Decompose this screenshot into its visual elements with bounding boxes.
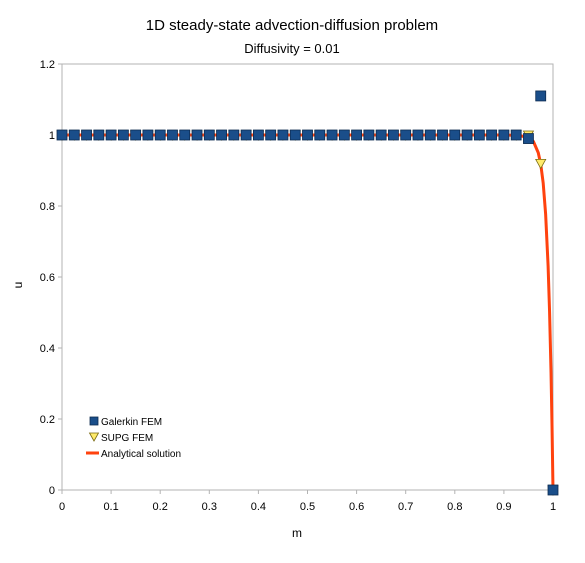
- galerkin-point: [351, 129, 363, 141]
- x-tick-label: 0.2: [153, 501, 168, 513]
- galerkin-point: [130, 129, 142, 141]
- series-layer: [56, 90, 559, 496]
- galerkin-point: [461, 129, 473, 141]
- galerkin-point: [473, 129, 485, 141]
- galerkin-point: [547, 484, 559, 496]
- galerkin-point: [437, 129, 448, 141]
- y-tick-label: 1.2: [40, 59, 55, 71]
- galerkin-point: [240, 129, 252, 141]
- x-tick-label: 0.4: [251, 501, 266, 513]
- galerkin-point: [388, 129, 399, 141]
- galerkin-point: [363, 129, 375, 141]
- galerkin-point: [265, 129, 277, 141]
- x-axis-ticks: 0 0.1 0.2 0.3 0.4 0.5 0.6 0.7 0.8 0.9 1: [59, 490, 556, 513]
- x-tick-label: 0.9: [496, 501, 511, 513]
- galerkin-point: [117, 129, 129, 141]
- galerkin-point: [105, 129, 117, 141]
- galerkin-point: [191, 129, 203, 141]
- x-tick-label: 0.5: [300, 501, 315, 513]
- galerkin-point: [412, 129, 424, 141]
- y-tick-label: 1: [49, 130, 55, 142]
- x-axis-label: m: [292, 526, 302, 540]
- legend-supg-label: SUPG FEM: [101, 433, 153, 444]
- legend: Galerkin FEM SUPG FEM Analytical solutio…: [86, 416, 181, 460]
- galerkin-point: [68, 129, 80, 141]
- y-tick-label: 0.2: [40, 414, 55, 426]
- galerkin-point: [424, 129, 436, 141]
- galerkin-point: [56, 129, 68, 141]
- galerkin-point: [228, 129, 240, 141]
- galerkin-point: [179, 129, 191, 141]
- x-tick-label: 0.8: [447, 501, 462, 513]
- galerkin-point: [154, 129, 166, 141]
- galerkin-point: [252, 129, 264, 141]
- chart-subtitle: Diffusivity = 0.01: [244, 41, 340, 56]
- galerkin-point: [302, 129, 313, 141]
- galerkin-point: [203, 129, 215, 141]
- chart-title: 1D steady-state advection-diffusion prob…: [146, 17, 438, 34]
- x-tick-label: 0: [59, 501, 65, 513]
- galerkin-point: [400, 129, 412, 141]
- galerkin-point: [486, 129, 498, 141]
- galerkin-point: [449, 129, 461, 141]
- galerkin-point: [510, 129, 522, 141]
- galerkin-point: [81, 129, 92, 141]
- legend-supg-swatch: [88, 432, 100, 442]
- galerkin-point: [535, 90, 547, 102]
- galerkin-point: [216, 129, 227, 141]
- legend-galerkin-swatch: [89, 416, 99, 426]
- x-tick-label: 0.7: [398, 501, 413, 513]
- legend-analytical-label: Analytical solution: [101, 449, 181, 460]
- galerkin-point: [142, 129, 154, 141]
- galerkin-point: [167, 129, 178, 141]
- y-axis-ticks: 0 0.2 0.4 0.6 0.8 1 1.2: [40, 59, 62, 497]
- x-tick-label: 0.1: [103, 501, 118, 513]
- galerkin-point: [523, 133, 534, 144]
- y-tick-label: 0.8: [40, 201, 55, 213]
- y-tick-label: 0.4: [40, 343, 55, 355]
- galerkin-point: [314, 129, 326, 141]
- x-tick-label: 0.6: [349, 501, 364, 513]
- galerkin-point: [326, 129, 338, 141]
- galerkin-point: [375, 129, 387, 141]
- galerkin-point: [289, 129, 301, 141]
- y-axis-label: u: [11, 282, 25, 289]
- galerkin-point: [93, 129, 105, 141]
- y-tick-label: 0: [49, 485, 55, 497]
- galerkin-point: [498, 129, 510, 141]
- legend-galerkin-label: Galerkin FEM: [101, 417, 162, 428]
- galerkin-point: [338, 129, 350, 141]
- x-tick-label: 0.3: [202, 501, 217, 513]
- x-tick-label: 1: [550, 501, 556, 513]
- galerkin-point: [277, 129, 289, 141]
- y-tick-label: 0.6: [40, 272, 55, 284]
- supg-point: [535, 158, 547, 170]
